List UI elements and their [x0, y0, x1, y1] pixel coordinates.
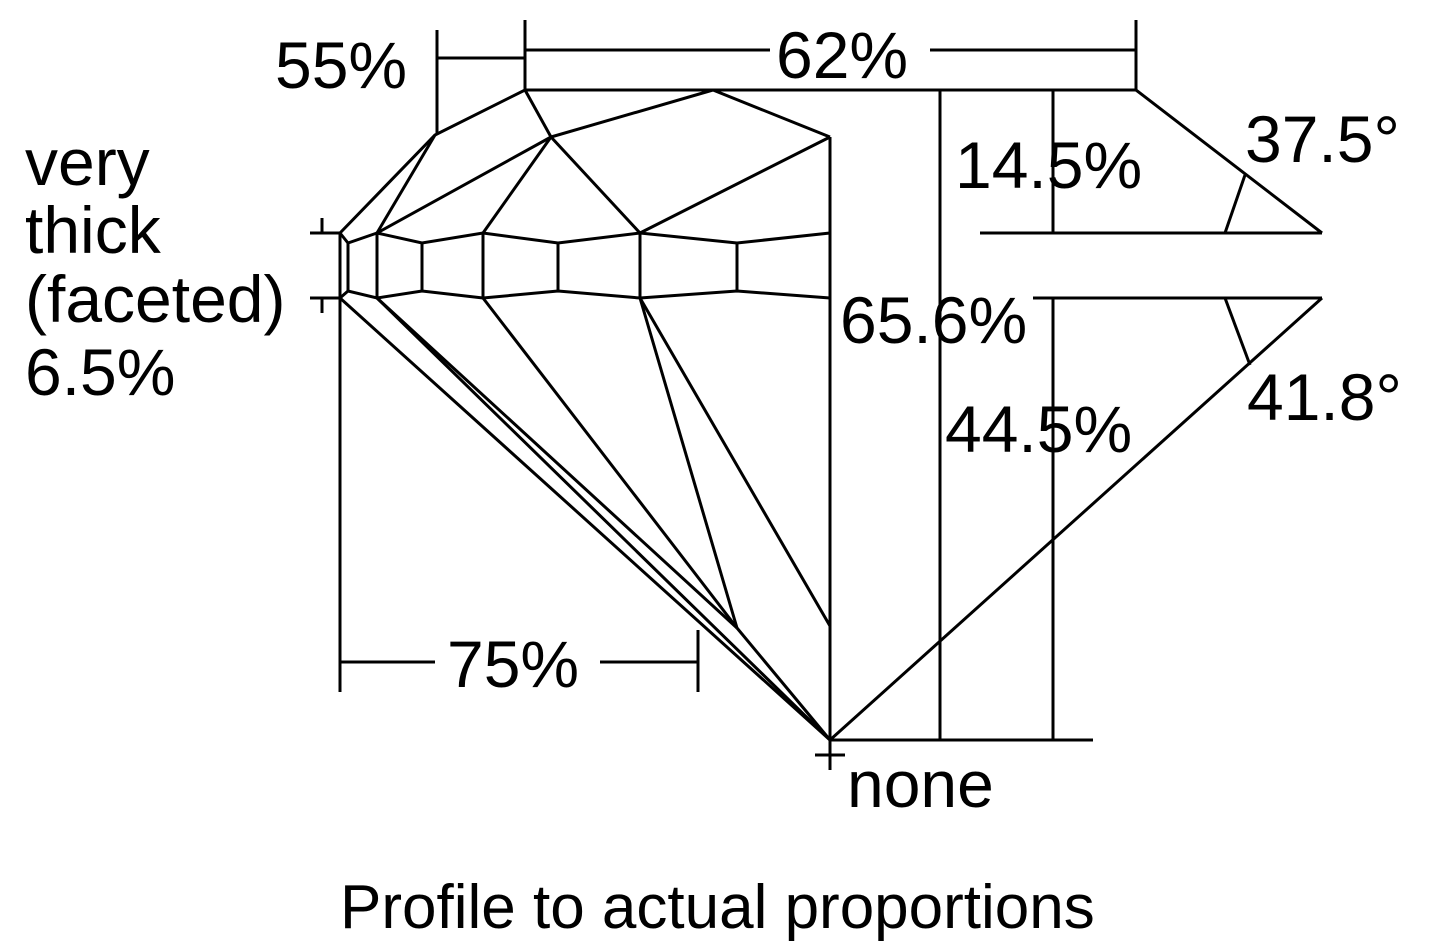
girdle-label-2: thick [25, 193, 162, 267]
culet-label: none [847, 747, 994, 821]
girdle [310, 218, 831, 313]
crown [338, 88, 1323, 235]
crown-angle-label: 37.5° [1245, 102, 1400, 176]
table-width-label: 62% [776, 18, 908, 92]
pavilion [338, 137, 1324, 770]
lower-half-dimension [338, 298, 700, 692]
girdle-label-3: (faceted) [25, 262, 285, 336]
table-dimension [435, 20, 1138, 135]
girdle-label-1: very [25, 125, 150, 199]
pavilion-angle-label: 41.8° [1247, 360, 1402, 434]
table-label: 55% [275, 28, 407, 102]
depth-dimensions [830, 90, 1322, 742]
total-depth-label: 65.6% [840, 283, 1027, 357]
girdle-value: 6.5% [25, 335, 175, 409]
caption: Profile to actual proportions [340, 873, 1095, 942]
pavilion-depth-label: 44.5% [945, 392, 1132, 466]
crown-height-label: 14.5% [955, 128, 1142, 202]
lower-half-label: 75% [447, 627, 579, 701]
